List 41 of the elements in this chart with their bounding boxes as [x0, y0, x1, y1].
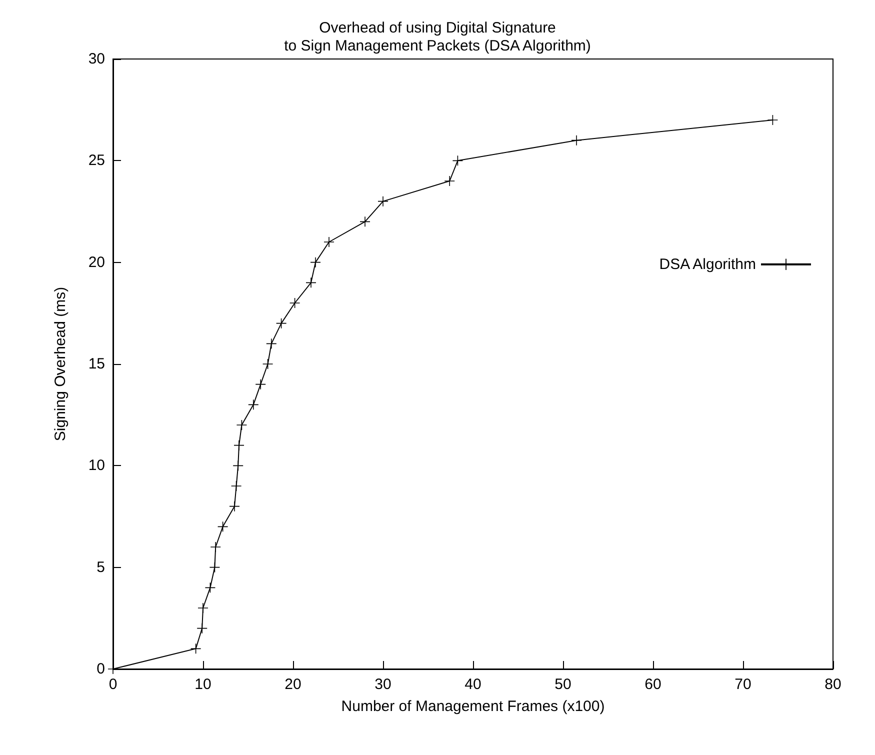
point [444, 176, 455, 186]
point [266, 338, 276, 349]
point [230, 501, 240, 512]
y-tick-label: 25 [88, 152, 105, 170]
point [360, 216, 370, 227]
x-tick-label: 50 [554, 676, 572, 693]
x-tick-label: 40 [464, 676, 482, 693]
x-tick-label: 10 [194, 676, 212, 693]
point [310, 257, 320, 268]
y-tick-label: 20 [88, 254, 105, 271]
point [248, 400, 258, 410]
y-axis-title: Signing Overhead (ms) [52, 286, 69, 442]
y-tick-label: 0 [96, 660, 105, 678]
point [378, 196, 388, 206]
point [236, 420, 247, 430]
point [306, 278, 316, 288]
point [290, 298, 300, 308]
y-tick-label: 30 [88, 50, 105, 68]
y-tick-label: 15 [88, 356, 105, 372]
chart-title: Overhead of using Digital Signature to Sign Management Packets (DSA Algorithm) [284, 20, 591, 54]
x-tick-label: 0 [108, 676, 118, 693]
x-tick-label: 80 [824, 676, 842, 693]
point [768, 115, 778, 125]
x-tick-label: 60 [644, 676, 662, 693]
point [197, 623, 208, 634]
legend-label: DSA Algorithm [659, 256, 756, 273]
point [231, 481, 242, 491]
point [572, 135, 582, 146]
y-tick-label: 10 [88, 457, 105, 474]
point [210, 542, 221, 552]
x-axis-title: Number of Management Frames (x100) [341, 698, 605, 715]
point [234, 440, 244, 450]
x-tick-label: 30 [374, 676, 392, 693]
y-tick-label: 5 [96, 558, 105, 576]
point [262, 359, 273, 369]
point [198, 603, 208, 613]
point [324, 237, 334, 247]
x-tick-label: 20 [284, 676, 302, 693]
x-tick-label: 70 [734, 676, 752, 693]
point [256, 379, 266, 390]
point [233, 460, 244, 471]
